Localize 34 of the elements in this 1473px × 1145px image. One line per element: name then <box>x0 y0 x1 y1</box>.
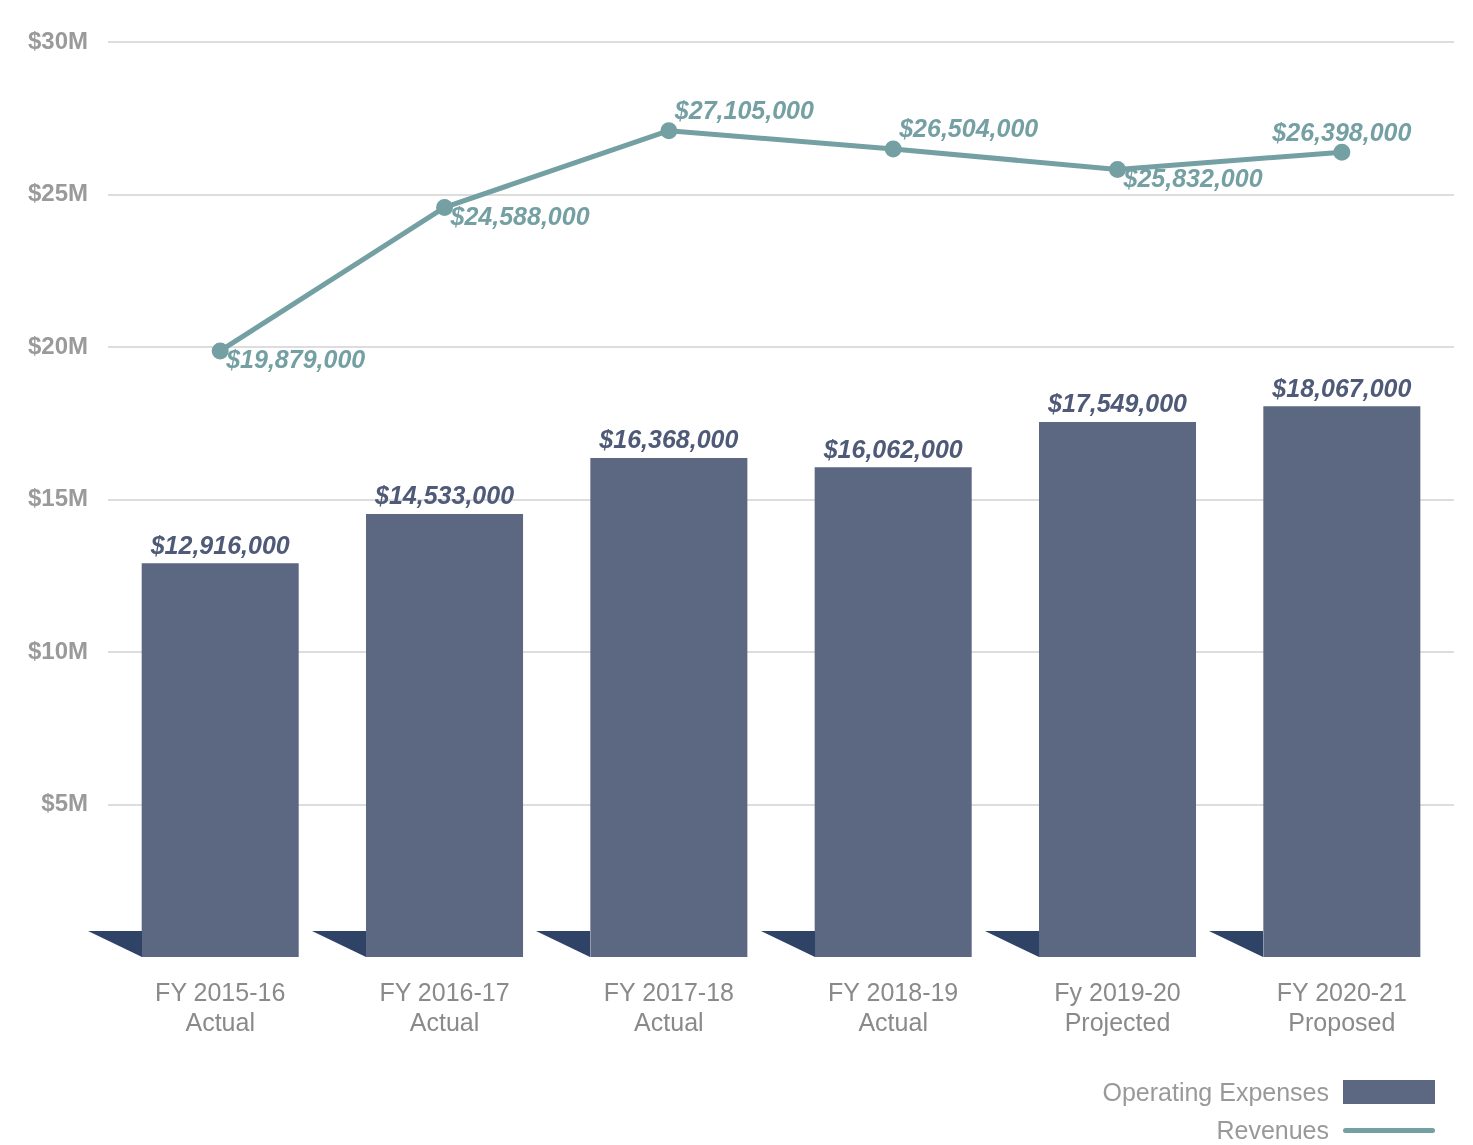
data-label: $12,916,000 <box>149 530 290 559</box>
point <box>660 122 678 140</box>
data-label: $14,533,000 <box>374 481 515 510</box>
data-label: $16,368,000 <box>598 425 739 454</box>
data-label: $26,504,000 <box>898 114 1039 143</box>
y-tick-label: $30M <box>27 27 89 55</box>
y-tick-label: $25M <box>27 179 89 207</box>
y-tick-label: $15M <box>27 484 89 512</box>
x-tick-label: FY 2018-19 Actual <box>828 977 959 1036</box>
data-label: $25,832,000 <box>1122 163 1263 192</box>
data-label: $19,879,000 <box>225 345 366 374</box>
x-tick-label: FY 2017-18 Actual <box>603 977 734 1036</box>
x-tick-label: FY 2015-16 Actual <box>155 977 286 1036</box>
y-tick-label: $20M <box>27 331 89 359</box>
y-tick-label: $10M <box>27 636 89 664</box>
data-label: $17,549,000 <box>1046 389 1188 418</box>
point <box>884 140 902 158</box>
legend-label: Revenues <box>1216 1115 1329 1145</box>
data-label: $26,398,000 <box>1271 117 1412 146</box>
bar <box>366 513 524 957</box>
x-tick-label: FY 2016-17 Actual <box>379 977 510 1036</box>
data-label: $27,105,000 <box>673 96 814 125</box>
legend-label: Operating Expenses <box>1102 1077 1329 1107</box>
x-tick-label: Fy 2019-20 Projected <box>1054 977 1181 1036</box>
bar <box>141 563 299 957</box>
x-tick-label: FY 2020-21 Proposed <box>1276 977 1407 1036</box>
bar <box>1263 406 1421 957</box>
y-tick-label: $5M <box>41 789 89 817</box>
data-label: $18,067,000 <box>1271 373 1412 402</box>
bar <box>1038 421 1197 957</box>
data-label: $16,062,000 <box>822 434 963 463</box>
bar <box>590 457 748 957</box>
bar <box>814 467 972 957</box>
data-label: $24,588,000 <box>449 201 590 230</box>
